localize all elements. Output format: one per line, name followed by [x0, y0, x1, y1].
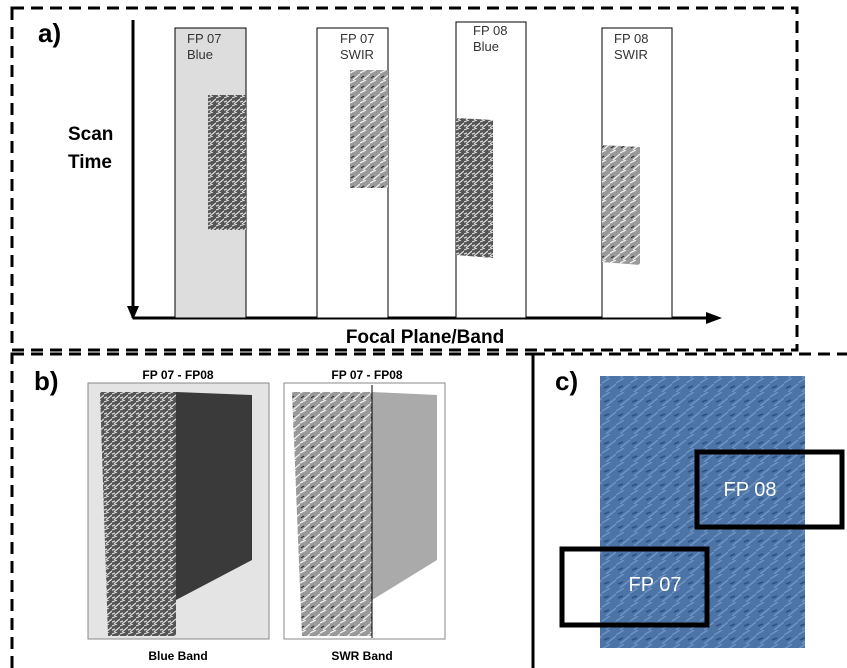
image [350, 70, 388, 188]
image-title: FP 07 - FP08 [142, 368, 213, 382]
panel-label: c) [555, 366, 578, 396]
image [292, 392, 372, 636]
strip-label: SWIR [614, 47, 648, 62]
x-axis-label: Focal Plane/Band [346, 327, 504, 348]
image [456, 118, 493, 258]
strip-label: Blue [473, 39, 499, 54]
region-label: FP 08 [724, 479, 777, 501]
strip-label: SWIR [340, 47, 374, 62]
y-axis-label: Time [68, 152, 112, 173]
arrow [706, 312, 722, 324]
strip-label: Blue [187, 47, 213, 62]
panel-label: b) [34, 366, 59, 396]
image [602, 145, 640, 265]
strip-label: FP 08 [473, 23, 507, 38]
image-caption: Blue Band [148, 649, 207, 663]
figure: a) Scan Time Focal Plane/Band FP 07 Blue… [0, 0, 847, 668]
region-label: FP 07 [629, 574, 682, 596]
image [100, 392, 176, 636]
panel-a: a) Scan Time Focal Plane/Band FP 07 Blue… [12, 8, 797, 350]
strip-label: FP 07 [340, 31, 374, 46]
strip-label: FP 07 [187, 31, 221, 46]
terrain-image [600, 376, 805, 648]
image-caption: SWR Band [331, 649, 392, 663]
dashed-border [12, 8, 797, 350]
panel-c: c) FP 08 FP 07 [533, 354, 847, 668]
image-title: FP 07 - FP08 [331, 368, 402, 382]
strip-label: FP 08 [614, 31, 648, 46]
panel-label: a) [38, 18, 61, 48]
y-axis-label: Scan [68, 124, 113, 145]
image [208, 95, 246, 230]
panel-b: b) FP 07 - FP08 Blue Band FP 07 - FP08 S… [12, 354, 533, 668]
